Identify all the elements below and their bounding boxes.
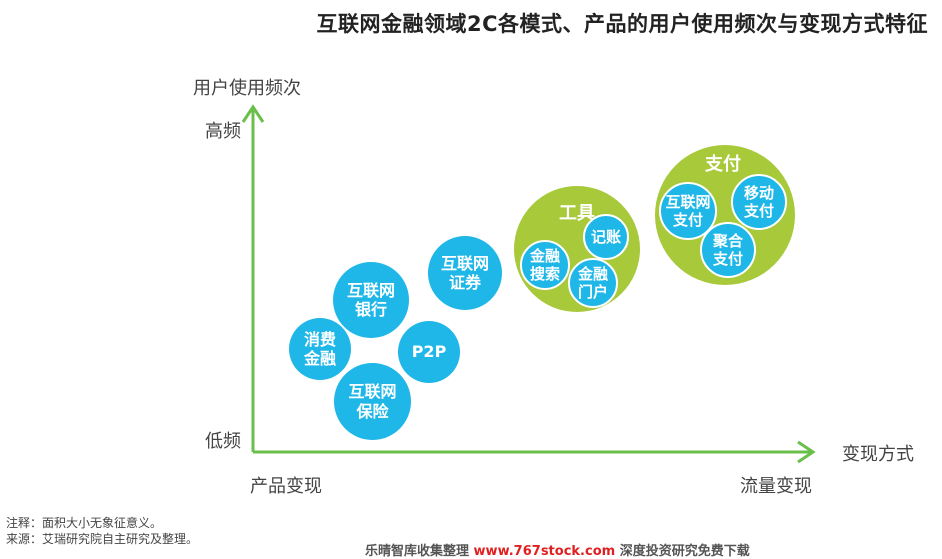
group-payment-title: 支付 — [705, 154, 741, 175]
bubble-internet-bank: 互联网 银行 — [333, 262, 409, 338]
bubble-mobile-payment-label: 移动 支付 — [743, 184, 774, 220]
source-text: 来源：艾瑞研究院自主研究及整理。 — [6, 532, 199, 546]
group-tools-title: 工具 — [559, 203, 595, 224]
footer-url: www.767stock.com — [473, 544, 616, 559]
bubble-internet-securities: 互联网 证券 — [428, 236, 502, 310]
bubble-p2p: P2P — [398, 321, 460, 383]
y-axis-arrow — [241, 104, 265, 123]
bubble-bookkeeping-label: 记账 — [590, 228, 621, 246]
bubble-finance-portal: 金融 门户 — [568, 258, 618, 308]
y-high-label: 高频 — [205, 121, 241, 142]
note-text: 注释：面积大小无象征意义。 — [6, 516, 163, 530]
bubble-consumer-finance: 消费 金融 — [289, 318, 351, 380]
footer-right: 深度投资研究免费下载 — [619, 544, 750, 559]
bubble-internet-insurance-label: 互联网 保险 — [348, 382, 397, 421]
page-title: 互联网金融领域2C各模式、产品的用户使用频次与变现方式特征 — [316, 12, 928, 36]
footer-watermark: 乐晴智库收集整理 www.767stock.com 深度投资研究免费下载 — [365, 540, 750, 559]
bubble-mobile-payment: 移动 支付 — [731, 174, 787, 230]
x-axis-label: 变现方式 — [842, 444, 914, 465]
x-left-label: 产品变现 — [250, 476, 322, 497]
bubble-finance-search-label: 金融 搜索 — [529, 247, 560, 283]
y-low-label: 低频 — [205, 431, 241, 452]
footer-left: 乐晴智库收集整理 — [365, 544, 470, 559]
bubble-aggregate-payment-label: 聚合 支付 — [712, 232, 743, 268]
bubble-internet-bank-label: 互联网 银行 — [346, 280, 395, 319]
bubble-internet-securities-label: 互联网 证券 — [440, 253, 489, 292]
bubble-internet-payment-label: 互联网 支付 — [665, 193, 711, 229]
bubble-consumer-finance-label: 消费 金融 — [303, 329, 336, 368]
bubble-internet-insurance: 互联网 保险 — [334, 363, 411, 440]
y-axis-label: 用户使用频次 — [193, 78, 301, 99]
bubble-aggregate-payment: 聚合 支付 — [700, 222, 756, 278]
bubble-p2p-label: P2P — [411, 342, 447, 362]
x-axis-arrow — [797, 440, 816, 464]
bubble-finance-search: 金融 搜索 — [520, 240, 570, 290]
bubble-finance-portal-label: 金融 门户 — [577, 265, 608, 301]
bubble-bookkeeping: 记账 — [583, 214, 629, 260]
x-right-label: 流量变现 — [740, 476, 812, 497]
